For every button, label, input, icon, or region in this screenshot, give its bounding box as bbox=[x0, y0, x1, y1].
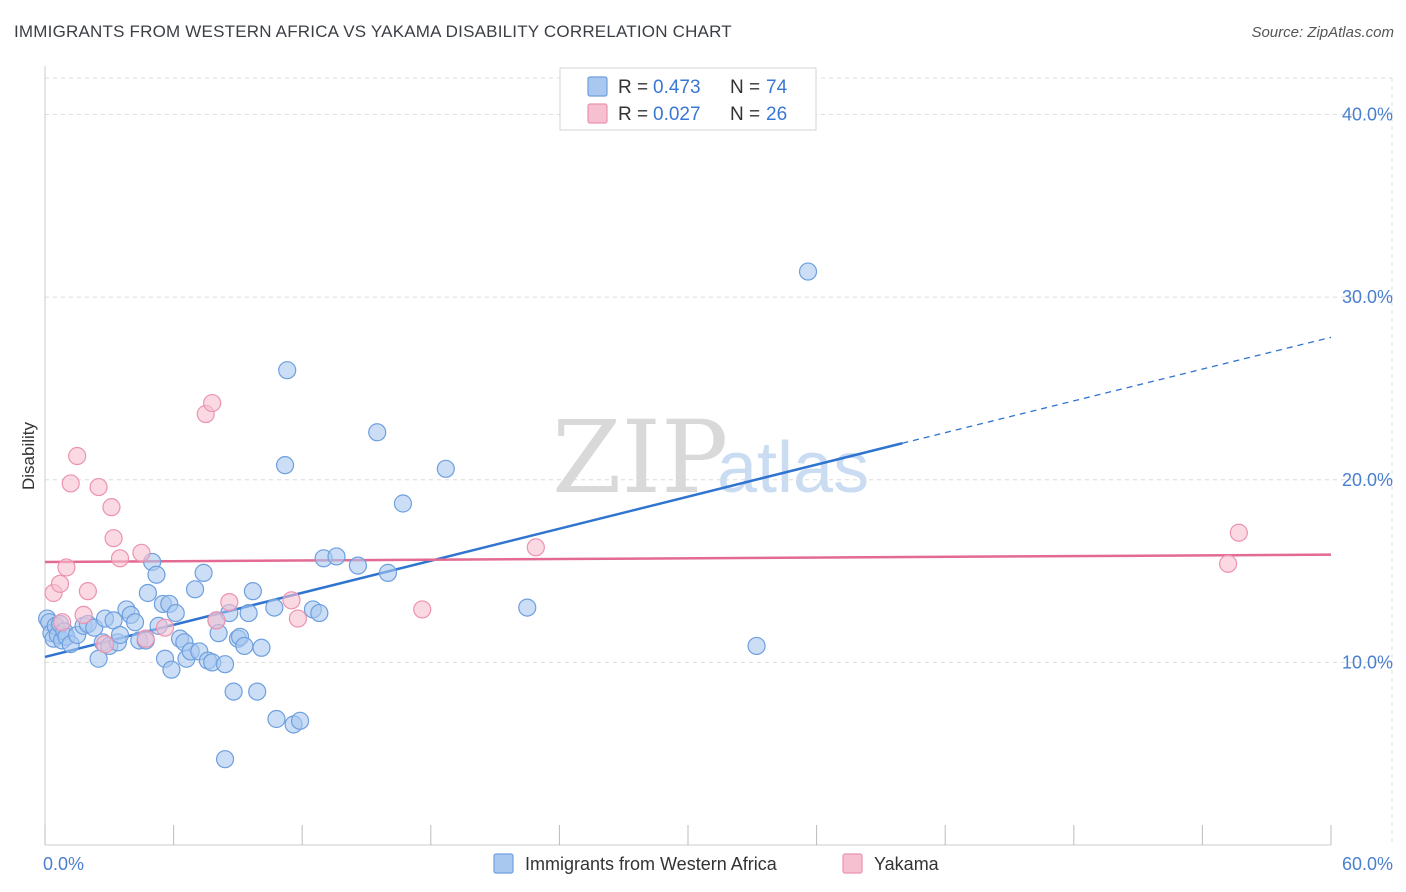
blue-point bbox=[310, 603, 329, 623]
blue-point bbox=[125, 613, 145, 632]
blue-point bbox=[243, 582, 263, 601]
blue-point bbox=[348, 556, 368, 575]
chart-title: IMMIGRANTS FROM WESTERN AFRICA VS YAKAMA… bbox=[14, 22, 732, 41]
blue-point bbox=[224, 682, 243, 701]
legend-swatch-blue bbox=[587, 76, 608, 97]
blue-point bbox=[327, 547, 346, 566]
pink-point bbox=[50, 574, 70, 593]
pink-point bbox=[102, 498, 121, 517]
pink-point bbox=[282, 591, 301, 610]
blue-point bbox=[436, 459, 455, 478]
legend-r-label-1: R = bbox=[618, 77, 648, 98]
pink-point bbox=[104, 529, 123, 548]
blue-point bbox=[147, 565, 166, 584]
y-tick-label: 30.0% bbox=[1342, 287, 1393, 307]
pink-point bbox=[136, 629, 155, 648]
pink-point bbox=[53, 613, 72, 632]
pink-point bbox=[78, 582, 97, 601]
blue-point bbox=[215, 655, 235, 674]
watermark-atlas: atlas bbox=[717, 428, 869, 508]
pink-point bbox=[95, 635, 115, 654]
legend-n-label-2: N = bbox=[730, 104, 760, 125]
blue-point bbox=[265, 598, 284, 617]
pink-trend-line bbox=[44, 553, 1332, 564]
legend-n-value-2: 26 bbox=[766, 104, 787, 125]
blue-point bbox=[215, 750, 235, 769]
pink-point bbox=[203, 393, 222, 413]
blue-point bbox=[252, 638, 271, 657]
legend-n-label-1: N = bbox=[730, 77, 760, 98]
pink-point bbox=[413, 600, 432, 619]
blue-point bbox=[185, 580, 205, 599]
blue-point bbox=[267, 709, 286, 729]
legend-box: R = 0.473 N = 74 R = 0.027 N = 26 bbox=[559, 67, 817, 131]
blue-point bbox=[235, 636, 254, 656]
y-tick-label: 10.0% bbox=[1342, 652, 1393, 672]
pink-point bbox=[288, 609, 308, 628]
blue-point bbox=[194, 563, 213, 582]
y-tick-label: 20.0% bbox=[1342, 470, 1393, 490]
pink-point bbox=[207, 611, 226, 630]
legend-r-value-2: 0.027 bbox=[653, 104, 701, 125]
bottom-legend-label-pink: Yakama bbox=[874, 854, 940, 874]
blue-trend-line bbox=[44, 442, 903, 659]
blue-point bbox=[518, 598, 537, 617]
blue-point bbox=[798, 262, 818, 281]
blue-point bbox=[138, 583, 157, 603]
watermark-zip: ZIP bbox=[552, 399, 728, 516]
bottom-legend: Immigrants from Western Africa Yakama bbox=[493, 853, 940, 874]
pink-point bbox=[68, 446, 87, 466]
pink-point bbox=[526, 538, 545, 557]
pink-point bbox=[132, 543, 151, 562]
blue-point bbox=[162, 660, 181, 679]
legend-swatch-pink bbox=[587, 103, 608, 124]
pink-point bbox=[1229, 523, 1248, 542]
pink-point bbox=[110, 549, 130, 568]
blue-point bbox=[275, 456, 295, 475]
legend-n-value-1: 74 bbox=[766, 77, 788, 98]
bottom-legend-label-blue: Immigrants from Western Africa bbox=[525, 854, 778, 874]
blue-point bbox=[290, 711, 310, 730]
watermark: ZIP atlas bbox=[552, 399, 869, 516]
pink-point bbox=[220, 593, 239, 612]
x-tick-label: 60.0% bbox=[1342, 854, 1393, 874]
pink-point bbox=[1219, 554, 1238, 573]
blue-point bbox=[248, 682, 267, 701]
blue-point bbox=[239, 603, 258, 623]
blue-trend-extension bbox=[902, 336, 1332, 444]
pink-point bbox=[61, 474, 80, 493]
chart-source: Source: ZipAtlas.com bbox=[1251, 24, 1394, 41]
blue-point bbox=[110, 625, 130, 645]
blue-point bbox=[378, 563, 398, 582]
blue-point bbox=[368, 423, 387, 442]
legend-r-value-1: 0.473 bbox=[653, 77, 701, 98]
pink-point bbox=[57, 558, 76, 577]
blue-point bbox=[166, 603, 185, 623]
pink-point bbox=[155, 618, 175, 637]
pink-point bbox=[74, 605, 93, 625]
blue-point bbox=[393, 494, 413, 513]
bottom-legend-swatch-pink bbox=[842, 853, 863, 874]
bottom-legend-swatch-blue bbox=[493, 853, 514, 874]
y-axis-label: Disability bbox=[19, 421, 38, 490]
y-tick-label: 40.0% bbox=[1342, 105, 1393, 125]
legend-r-label-2: R = bbox=[618, 104, 648, 125]
x-tick-label: 0.0% bbox=[43, 854, 84, 874]
pink-point bbox=[89, 477, 108, 497]
blue-point bbox=[278, 361, 297, 380]
blue-point bbox=[747, 636, 766, 656]
